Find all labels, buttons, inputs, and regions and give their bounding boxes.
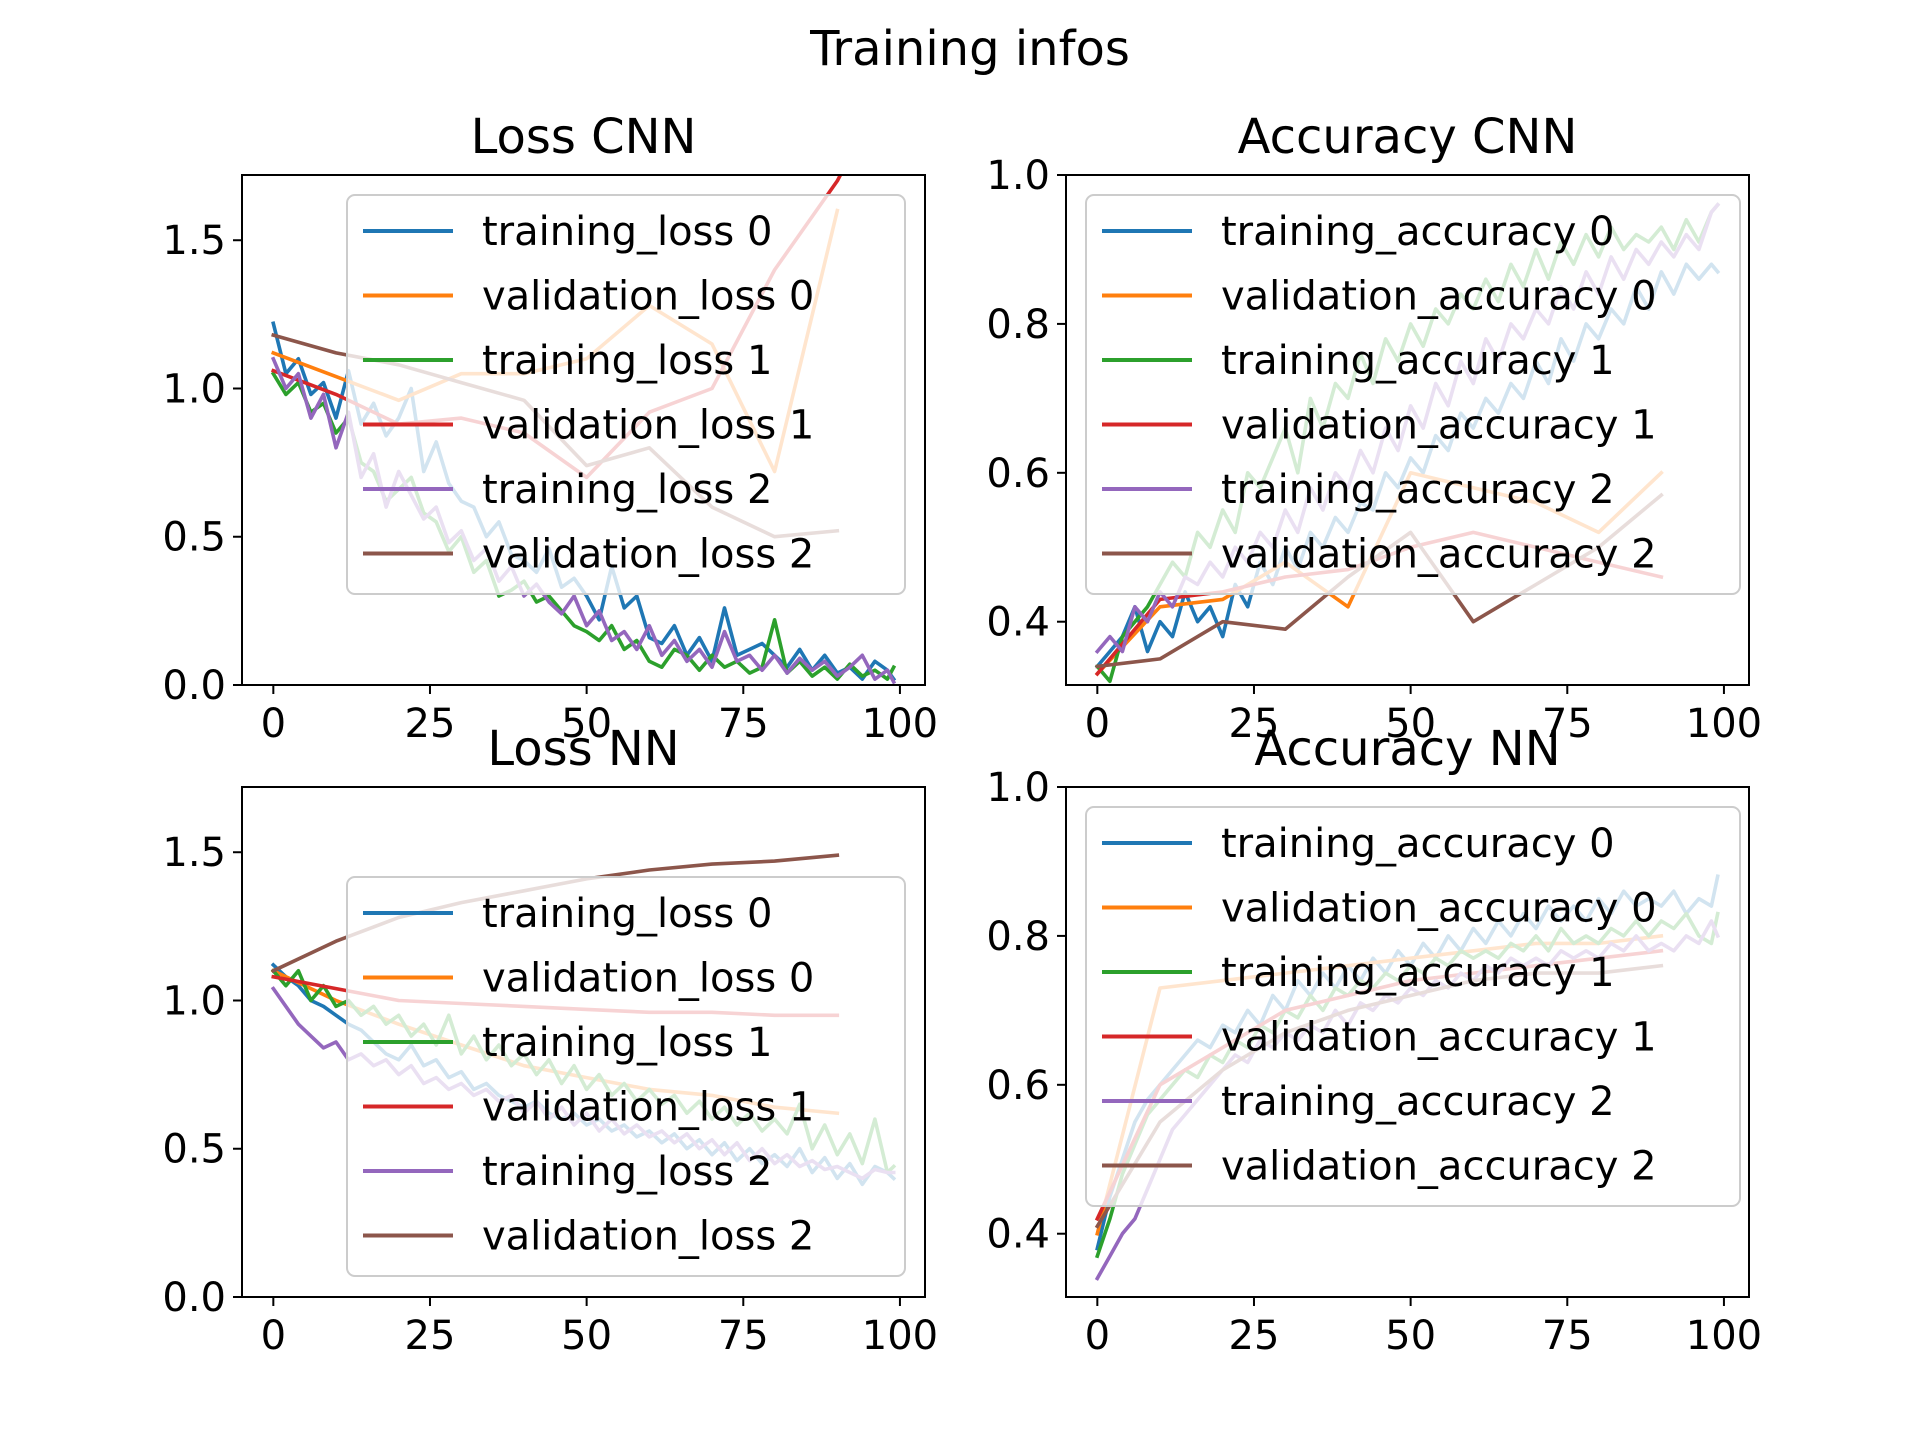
accuracy-cnn-legend-label-0: training_accuracy 0	[1221, 209, 1615, 255]
accuracy-nn-legend-label-1: validation_accuracy 0	[1221, 886, 1657, 932]
loss-cnn-ytick-label-3: 1.5	[162, 218, 226, 264]
accuracy-cnn-legend-box	[1085, 194, 1741, 595]
loss-nn-title: Loss NN	[487, 721, 679, 777]
accuracy-cnn-title: Accuracy CNN	[1238, 109, 1578, 165]
loss-nn-ytick-label-2: 1.0	[162, 978, 226, 1024]
accuracy-nn-xtick-label-3: 75	[1542, 1313, 1593, 1359]
loss-cnn-legend-label-2: training_loss 1	[482, 338, 772, 384]
loss-cnn-legend-label-5: validation_loss 2	[482, 532, 814, 578]
loss-nn-ytick-label-3: 1.5	[162, 830, 226, 876]
accuracy-nn-xtick-label-1: 25	[1229, 1313, 1280, 1359]
loss-cnn-xtick-label-3: 75	[718, 701, 769, 747]
accuracy-cnn-xtick-label-3: 75	[1542, 701, 1593, 747]
accuracy-nn-legend-label-0: training_accuracy 0	[1221, 821, 1615, 867]
accuracy-nn-legend-label-2: training_accuracy 1	[1221, 950, 1615, 996]
loss-nn-xtick-label-0: 0	[261, 1313, 286, 1359]
loss-cnn-legend-label-3: validation_loss 1	[482, 403, 814, 449]
loss-cnn-xtick-label-0: 0	[261, 701, 286, 747]
loss-nn-ytick-label-0: 0.0	[162, 1275, 226, 1321]
loss-nn-legend-label-3: validation_loss 1	[482, 1085, 814, 1131]
loss-nn-legend-box	[346, 876, 906, 1277]
accuracy-nn-ytick-label-2: 0.8	[986, 914, 1050, 960]
loss-nn-xtick-label-2: 50	[561, 1313, 612, 1359]
loss-cnn-legend: training_loss 0 validation_loss 0 training…	[346, 194, 906, 595]
accuracy-nn-xtick-label-0: 0	[1085, 1313, 1110, 1359]
accuracy-nn-legend: training_accuracy 0 validation_accuracy 0…	[1085, 806, 1741, 1207]
accuracy-cnn-axes-frame	[1065, 174, 1750, 686]
loss-nn-axes-frame	[241, 786, 926, 1298]
accuracy-cnn-legend-label-5: validation_accuracy 2	[1221, 532, 1657, 578]
accuracy-cnn-ytick-label-0: 0.4	[986, 600, 1050, 646]
loss-cnn-legend-label-4: training_loss 2	[482, 467, 772, 513]
accuracy-cnn-xtick-label-1: 25	[1229, 701, 1280, 747]
loss-cnn-ytick-label-0: 0.0	[162, 663, 226, 709]
accuracy-nn-ytick-label-1: 0.6	[986, 1063, 1050, 1109]
loss-cnn-legend-label-1: validation_loss 0	[482, 274, 814, 320]
accuracy-nn-legend-box	[1085, 806, 1741, 1207]
loss-cnn-xtick-label-1: 25	[405, 701, 456, 747]
loss-nn-legend-label-0: training_loss 0	[482, 891, 772, 937]
accuracy-nn-axes-frame	[1065, 786, 1750, 1298]
loss-nn-ytick-label-1: 0.5	[162, 1127, 226, 1173]
accuracy-cnn-legend: training_accuracy 0 validation_accuracy 0…	[1085, 194, 1741, 595]
loss-cnn-legend-label-0: training_loss 0	[482, 209, 772, 255]
accuracy-nn-panel: 0 25 50 75 100 0.4 0.6 0.8 1.0 Accuracy NN trainin…	[986, 721, 1762, 1359]
subplot-grid: 0 25 50 75 100 0.0 0.5 1.0 1.5 Loss CNN training_l…	[162, 109, 1762, 1359]
loss-nn-xtick-label-4: 100	[862, 1313, 938, 1359]
figure-title: Training infos	[809, 21, 1130, 77]
loss-cnn-ytick-label-1: 0.5	[162, 515, 226, 561]
loss-nn-legend-label-2: training_loss 1	[482, 1020, 772, 1066]
loss-nn-legend-label-4: training_loss 2	[482, 1149, 772, 1195]
loss-nn-legend: training_loss 0 validation_loss 0 training…	[346, 876, 906, 1277]
loss-cnn-xtick-label-4: 100	[862, 701, 938, 747]
accuracy-cnn-legend-label-1: validation_accuracy 0	[1221, 274, 1657, 320]
loss-nn-legend-label-1: validation_loss 0	[482, 956, 814, 1002]
accuracy-cnn-ytick-label-3: 1.0	[986, 153, 1050, 199]
accuracy-cnn-legend-label-2: training_accuracy 1	[1221, 338, 1615, 384]
loss-cnn-axes-frame	[241, 174, 926, 686]
accuracy-cnn-xtick-label-2: 50	[1385, 701, 1436, 747]
accuracy-nn-xtick-label-4: 100	[1686, 1313, 1762, 1359]
accuracy-nn-ytick-label-0: 0.4	[986, 1212, 1050, 1258]
accuracy-nn-legend-label-5: validation_accuracy 2	[1221, 1144, 1657, 1190]
accuracy-nn-xtick-label-2: 50	[1385, 1313, 1436, 1359]
loss-nn-xtick-label-3: 75	[718, 1313, 769, 1359]
accuracy-cnn-xtick-label-4: 100	[1686, 701, 1762, 747]
accuracy-nn-title: Accuracy NN	[1254, 721, 1560, 777]
loss-nn-xtick-label-1: 25	[405, 1313, 456, 1359]
loss-cnn-xtick-label-2: 50	[561, 701, 612, 747]
accuracy-cnn-ytick-label-1: 0.6	[986, 451, 1050, 497]
accuracy-nn-legend-label-3: validation_accuracy 1	[1221, 1015, 1657, 1061]
accuracy-cnn-ytick-label-2: 0.8	[986, 302, 1050, 348]
loss-cnn-title: Loss CNN	[471, 109, 697, 165]
accuracy-cnn-legend-label-3: validation_accuracy 1	[1221, 403, 1657, 449]
loss-cnn-ytick-label-2: 1.0	[162, 366, 226, 412]
accuracy-cnn-panel: 0 25 50 75 100 0.4 0.6 0.8 1.0 Accuracy CNN traini…	[986, 109, 1762, 747]
accuracy-cnn-xtick-label-0: 0	[1085, 701, 1110, 747]
loss-cnn-legend-box	[346, 194, 906, 595]
loss-nn-legend-label-5: validation_loss 2	[482, 1214, 814, 1260]
loss-nn-panel: 0 25 50 75 100 0.0 0.5 1.0 1.5 Loss NN training_lo…	[162, 721, 938, 1359]
accuracy-nn-legend-label-4: training_accuracy 2	[1221, 1079, 1615, 1125]
accuracy-cnn-legend-label-4: training_accuracy 2	[1221, 467, 1615, 513]
loss-cnn-panel: 0 25 50 75 100 0.0 0.5 1.0 1.5 Loss CNN training_l…	[162, 109, 938, 747]
accuracy-nn-ytick-label-3: 1.0	[986, 765, 1050, 811]
